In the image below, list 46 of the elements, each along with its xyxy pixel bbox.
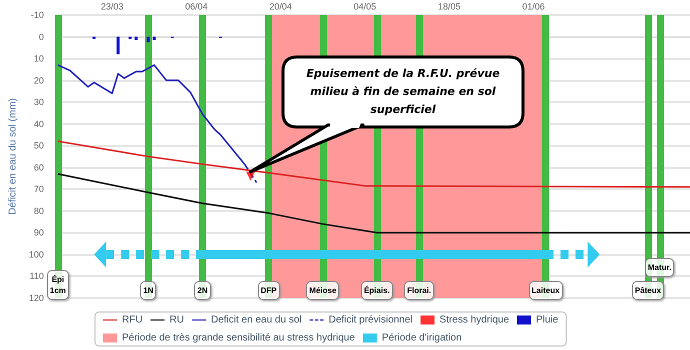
y-tick-label: 60: [34, 162, 44, 172]
y-tick-label: 40: [34, 118, 44, 129]
x-tick-label: 01/06: [522, 2, 545, 12]
y-tick-label: 20: [34, 75, 44, 86]
y-tick-label: -10: [30, 10, 44, 20]
y-tick-label: 70: [34, 184, 44, 194]
x-tick-label: 20/04: [269, 2, 292, 12]
ref-line-label: Matur.: [644, 258, 674, 277]
ref-line-label: Méiose: [306, 281, 340, 300]
ref-line-label: 1N: [140, 281, 156, 300]
legend-label: Période d'irigation: [382, 332, 462, 344]
x-tick-label: 06/04: [185, 2, 208, 12]
y-tick-label: 80: [34, 206, 44, 216]
legend-label: Deficit prévisionnel: [328, 314, 413, 326]
ref-line-label: Laiteux: [528, 281, 563, 300]
y-tick-label: 100: [28, 249, 44, 260]
ref-line-label: Florai.: [404, 281, 434, 300]
ref-line-label: Épiais.: [360, 281, 393, 300]
y-tick-label: 30: [34, 97, 44, 108]
ref-line-label: DFP: [258, 281, 280, 300]
y-tick-label: 90: [34, 228, 44, 238]
ref-line-label: Épi 1cm: [46, 270, 69, 300]
bar: [116, 36, 120, 54]
y-tick-label: 50: [34, 140, 44, 151]
y-axis-title: Déficit en eau du sol (mm): [8, 98, 18, 215]
y-tick-label: 110: [30, 271, 44, 282]
y-tick-label: 120: [28, 293, 44, 303]
legend-label: RFU: [122, 314, 143, 326]
annotation: Epuisement de la R.F.U. prévue milieu à fin de semaine en sol superficiel: [305, 66, 501, 118]
line-series: [57, 140, 690, 188]
bar: [134, 36, 138, 40]
legend-label: Pluie: [536, 314, 559, 326]
x-tick-label: 23/03: [100, 2, 124, 12]
legend-label: Stress hydrique: [440, 314, 510, 326]
ref-line-label: Pâteux: [632, 281, 664, 300]
legend-label: Période de très grande sensibilité au stress hydrique: [122, 332, 356, 344]
x-tick-label: 18/05: [438, 2, 460, 12]
y-tick-label: 0: [38, 32, 44, 42]
legend-label: RU: [170, 314, 184, 326]
bar: [146, 36, 150, 42]
line-series: [57, 173, 690, 234]
y-tick-label: 10: [34, 54, 44, 64]
ref-line-label: 2N: [194, 281, 211, 300]
bar: [152, 36, 156, 40]
x-tick-label: 04/05: [354, 2, 376, 12]
legend-label: Deficit en eau du sol: [210, 314, 302, 326]
